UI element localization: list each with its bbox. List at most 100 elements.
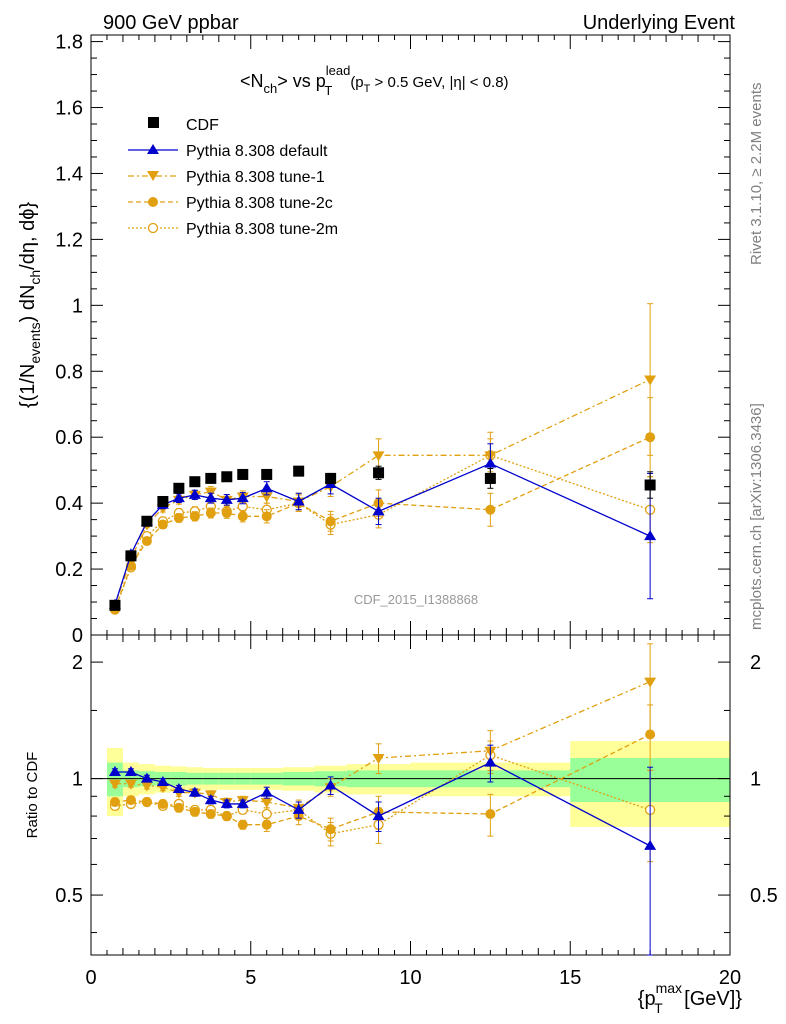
main-ylabel: {(1/Nevents) dNch/dη, dϕ} <box>17 202 43 409</box>
data-point-circle <box>125 795 136 806</box>
analysis-watermark: CDF_2015_I1388868 <box>354 592 478 607</box>
ratio-ytick-label: 2 <box>72 652 83 674</box>
data-point-triangle-up <box>140 772 153 783</box>
title-sub-ch: ch <box>264 81 278 96</box>
legend-tune2c-marker <box>148 197 158 207</box>
data-point-circle <box>205 508 216 519</box>
data-point-triangle-down <box>644 375 657 386</box>
ylabel-sub-events: events <box>27 322 43 363</box>
data-point-triangle-down <box>372 754 385 765</box>
data-point-square <box>141 515 153 527</box>
data-point-circle <box>237 511 248 522</box>
legend-tune1-label: Pythia 8.308 tune-1 <box>186 169 325 186</box>
data-point-square <box>325 472 337 484</box>
data-point-circle <box>173 512 184 523</box>
ratio-series-pythia-8-308-tune-2c <box>109 704 656 842</box>
data-point-square <box>189 476 201 488</box>
ratio-ytick-label-right: 0.5 <box>750 885 778 907</box>
data-point-triangle-up <box>220 493 233 504</box>
main-series <box>108 303 657 615</box>
series-pythia-8-308-tune-1 <box>108 303 657 612</box>
ylabel-part-c: /dη, dϕ} <box>17 202 39 270</box>
legend-cdf-marker <box>148 117 159 128</box>
data-point-triangle-up <box>484 756 497 767</box>
xlabel-part-b: [GeV]} <box>679 988 743 1010</box>
data-point-circle <box>141 536 152 547</box>
data-point-square <box>173 482 185 494</box>
x-tick-label: 0 <box>85 967 96 989</box>
legend-tune2c-label: Pythia 8.308 tune-2c <box>186 195 333 212</box>
main-ytick-label: 1 <box>72 295 83 317</box>
xlabel-part-a: {p <box>638 988 656 1010</box>
data-point-circle <box>157 519 168 530</box>
data-point-triangle-up <box>292 803 305 814</box>
data-point-triangle-up <box>172 492 185 503</box>
ratio-band-layer <box>91 741 730 827</box>
data-point-triangle-up <box>372 810 385 821</box>
main-ticks: 0 0.2 0.4 0.6 0.8 1 1.2 1.4 1.6 1.8 <box>55 32 731 647</box>
data-point-triangle-up <box>124 765 137 776</box>
data-point-open-circle <box>261 808 272 820</box>
data-point-circle <box>325 824 336 835</box>
plot-title: <Nch> vs plead T (pT > 0.5 GeV, |η| < 0.8) <box>240 63 509 98</box>
main-ytick-label: 1.8 <box>55 32 83 54</box>
data-point-triangle-up <box>236 492 249 503</box>
series-cdf <box>109 465 656 611</box>
xlabel-sub-t: T <box>654 1000 663 1016</box>
data-point-square <box>261 468 273 480</box>
data-point-triangle-up <box>188 786 201 797</box>
data-point-square <box>221 471 233 483</box>
data-point-triangle-up <box>260 482 273 493</box>
data-point-circle <box>221 508 232 519</box>
data-point-triangle-up <box>324 779 337 790</box>
data-point-circle <box>189 511 200 522</box>
data-point-triangle-down <box>108 779 121 790</box>
data-point-triangle-up <box>644 839 657 850</box>
x-axis-label: {pmax T [GeV]} <box>638 980 743 1016</box>
ratio-panel: 0.5 0.51 12 20 5 10 15 20 Ratio to CDF {pmax T [… <box>24 634 778 1016</box>
mcplots-label: mcplots.cern.ch [arXiv:1306.3436] <box>748 403 765 630</box>
title-cut-rest: > 0.5 GeV, |η| < 0.8) <box>370 74 508 91</box>
data-point-circle <box>189 806 200 817</box>
data-point-triangle-up <box>172 782 185 793</box>
main-ytick-label: 0.2 <box>55 559 83 581</box>
x-tick-label: 5 <box>245 967 256 989</box>
series-pythia-8-308-tune-2c <box>109 397 656 615</box>
data-point-circle <box>237 819 248 830</box>
main-ytick-label: 0.8 <box>55 361 83 383</box>
main-ytick-label: 0.4 <box>55 493 83 515</box>
data-point-circle <box>141 796 152 807</box>
xlabel-sup-max: max <box>656 980 682 996</box>
ratio-series-pythia-8-308-default <box>108 744 657 956</box>
data-point-triangle-down <box>124 779 137 790</box>
data-point-circle <box>325 516 336 527</box>
header-left: 900 GeV ppbar <box>103 12 239 34</box>
data-point-circle <box>205 808 216 819</box>
x-tick-label: 15 <box>559 967 581 989</box>
data-point-square <box>205 472 217 484</box>
ylabel-part-b: ) dN <box>17 285 39 323</box>
data-point-triangle-up <box>156 775 169 786</box>
ratio-ytick-label: 0.5 <box>55 885 83 907</box>
data-point-circle <box>485 808 496 819</box>
data-point-triangle-up <box>236 797 249 808</box>
data-point-square <box>644 479 656 491</box>
legend-tune2m-label: Pythia 8.308 tune-2m <box>186 221 338 238</box>
ratio-ytick-label: 1 <box>72 769 83 791</box>
ylabel-sub-ch: ch <box>27 270 43 285</box>
main-ytick-label: 0.6 <box>55 427 83 449</box>
data-point-square <box>484 472 496 484</box>
main-ytick-label: 1.6 <box>55 98 83 120</box>
data-point-triangle-down <box>140 781 153 792</box>
data-point-triangle-up <box>204 492 217 503</box>
data-point-triangle-down <box>644 677 657 688</box>
data-point-square <box>293 465 305 477</box>
ratio-ytick-label-right: 2 <box>750 652 761 674</box>
ratio-ylabel: Ratio to CDF <box>24 752 41 839</box>
data-point-triangle-down <box>260 797 273 808</box>
data-point-triangle-up <box>204 794 217 805</box>
main-ytick-label: 1.2 <box>55 229 83 251</box>
ratio-ytick-label-right: 1 <box>750 769 761 791</box>
ratio-ticks: 0.5 0.51 12 20 5 10 15 20 <box>55 635 778 989</box>
